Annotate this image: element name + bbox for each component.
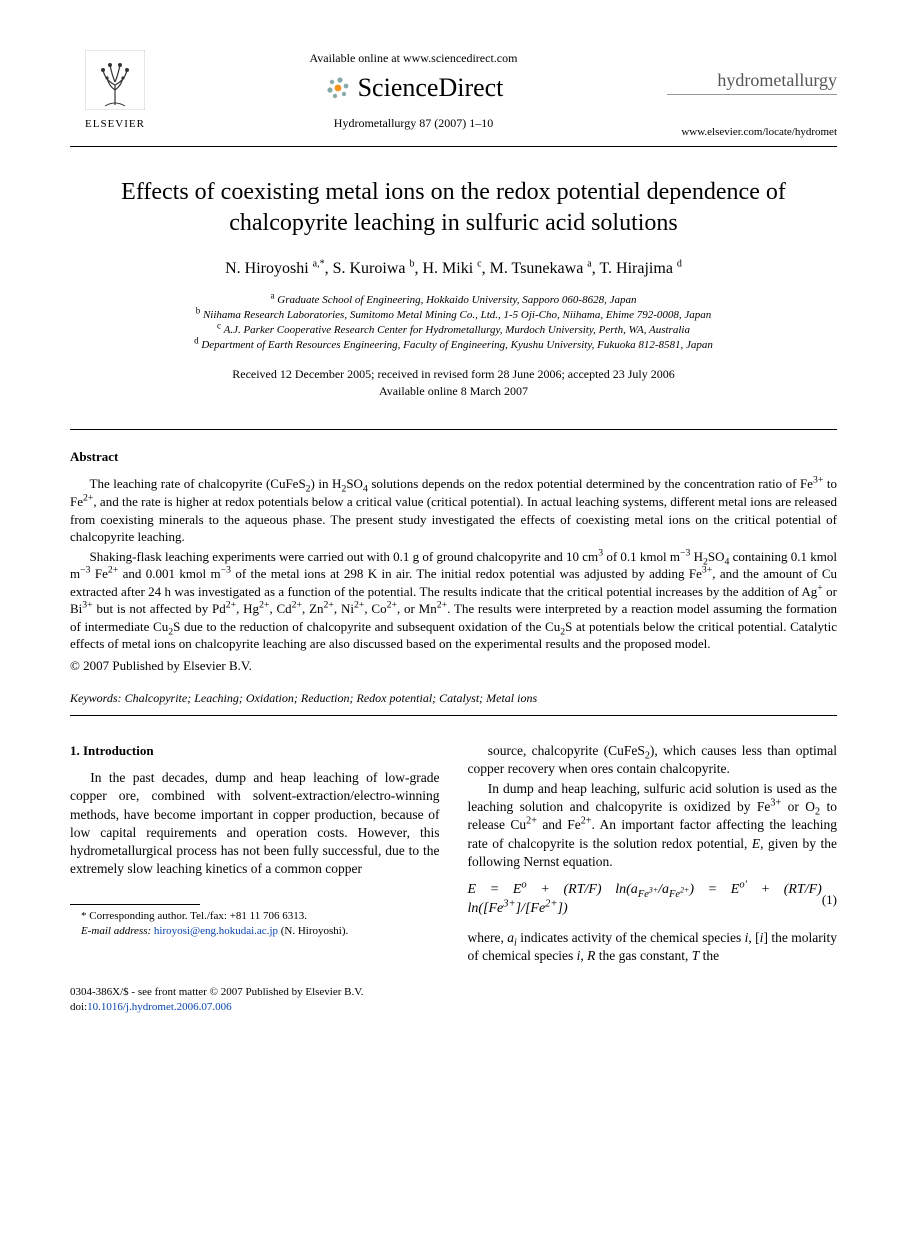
page-header: ELSEVIER Available online at www.science… bbox=[70, 50, 837, 140]
elsevier-tree-icon bbox=[85, 50, 145, 110]
intro-right-p1: source, chalcopyrite (CuFeS2), which cau… bbox=[468, 742, 838, 778]
email-line: E-mail address: hiroyosi@eng.hokudai.ac.… bbox=[70, 924, 440, 939]
bottom-matter: 0304-386X/$ - see front matter © 2007 Pu… bbox=[70, 985, 837, 1015]
header-right: hydrometallurgy www.elsevier.com/locate/… bbox=[667, 50, 837, 140]
abstract-p2: Shaking-flask leaching experiments were … bbox=[70, 548, 837, 653]
abstract-top-rule bbox=[70, 429, 837, 430]
author-list: N. Hiroyoshi a,*, S. Kuroiwa b, H. Miki … bbox=[70, 258, 837, 280]
email-label: E-mail address: bbox=[81, 925, 151, 937]
footnote-rule bbox=[70, 904, 200, 905]
intro-heading: 1. Introduction bbox=[70, 742, 440, 760]
affiliation: c A.J. Parker Cooperative Research Cente… bbox=[70, 323, 837, 338]
header-center: Available online at www.sciencedirect.co… bbox=[160, 50, 667, 131]
copyright-line: © 2007 Published by Elsevier B.V. bbox=[70, 657, 837, 675]
email-tail: (N. Hiroyoshi). bbox=[281, 925, 349, 937]
left-column: 1. Introduction In the past decades, dum… bbox=[70, 742, 440, 968]
equation-1: E = Eo + (RT/F) ln(aFe3+/aFe2+) = Eo′ + … bbox=[468, 881, 822, 919]
body-columns: 1. Introduction In the past decades, dum… bbox=[70, 742, 837, 968]
sciencedirect-wordmark: ScienceDirect bbox=[358, 70, 504, 105]
article-dates: Received 12 December 2005; received in r… bbox=[70, 366, 837, 398]
intro-right-p3: where, ai indicates activity of the chem… bbox=[468, 929, 838, 965]
sciencedirect-logo: ScienceDirect bbox=[160, 70, 667, 105]
article-title: Effects of coexisting metal ions on the … bbox=[90, 177, 817, 239]
doi-line: doi:10.1016/j.hydromet.2006.07.006 bbox=[70, 1000, 837, 1015]
elsevier-label: ELSEVIER bbox=[70, 117, 160, 132]
front-matter-line: 0304-386X/$ - see front matter © 2007 Pu… bbox=[70, 985, 837, 1000]
right-column: source, chalcopyrite (CuFeS2), which cau… bbox=[468, 742, 838, 968]
corresponding-author: * Corresponding author. Tel./fax: +81 11… bbox=[70, 909, 440, 924]
journal-reference: Hydrometallurgy 87 (2007) 1–10 bbox=[160, 115, 667, 131]
sciencedirect-icon bbox=[324, 74, 352, 102]
equation-number: (1) bbox=[822, 891, 837, 909]
elsevier-logo-block: ELSEVIER bbox=[70, 50, 160, 131]
affiliation: a Graduate School of Engineering, Hokkai… bbox=[70, 293, 837, 308]
affiliation: b Niihama Research Laboratories, Sumitom… bbox=[70, 308, 837, 323]
doi-label: doi: bbox=[70, 1001, 87, 1013]
email-address[interactable]: hiroyosi@eng.hokudai.ac.jp bbox=[154, 925, 278, 937]
abstract-heading: Abstract bbox=[70, 448, 837, 466]
abstract-p1: The leaching rate of chalcopyrite (CuFeS… bbox=[70, 475, 837, 545]
doi-link[interactable]: 10.1016/j.hydromet.2006.07.006 bbox=[87, 1001, 232, 1013]
keywords-rule bbox=[70, 715, 837, 716]
keywords-line: Keywords: Chalcopyrite; Leaching; Oxidat… bbox=[70, 690, 837, 706]
journal-brand: hydrometallurgy bbox=[667, 68, 837, 95]
equation-row: E = Eo + (RT/F) ln(aFe3+/aFe2+) = Eo′ + … bbox=[468, 881, 838, 919]
keywords-text: Chalcopyrite; Leaching; Oxidation; Reduc… bbox=[125, 691, 538, 705]
affiliation: d Department of Earth Resources Engineer… bbox=[70, 338, 837, 353]
online-date: Available online 8 March 2007 bbox=[70, 383, 837, 399]
locate-url: www.elsevier.com/locate/hydromet bbox=[667, 125, 837, 140]
intro-left-p1: In the past decades, dump and heap leach… bbox=[70, 769, 440, 878]
abstract-section: Abstract The leaching rate of chalcopyri… bbox=[70, 448, 837, 675]
affiliations: a Graduate School of Engineering, Hokkai… bbox=[70, 293, 837, 352]
available-online-text: Available online at www.sciencedirect.co… bbox=[160, 50, 667, 66]
keywords-label: Keywords: bbox=[70, 691, 122, 705]
received-date: Received 12 December 2005; received in r… bbox=[70, 366, 837, 382]
header-rule bbox=[70, 146, 837, 147]
intro-right-p2: In dump and heap leaching, sulfuric acid… bbox=[468, 780, 838, 871]
